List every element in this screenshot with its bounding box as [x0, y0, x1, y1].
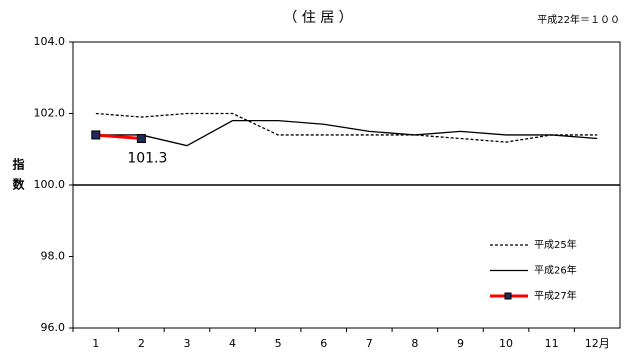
x-tick-label: 4	[229, 337, 236, 350]
x-tick-label: 9	[457, 337, 464, 350]
y-axis-label: 指数	[11, 158, 25, 198]
subtitle: 平成22年＝１００	[537, 13, 620, 26]
legend-label: 平成27年	[534, 289, 577, 302]
x-tick-label: 12月	[585, 337, 610, 350]
y-tick-label: 104.0	[34, 35, 66, 48]
y-tick-label: 96.0	[41, 321, 66, 334]
y-tick-label: 98.0	[41, 250, 66, 263]
data-label: 101.3	[127, 151, 167, 167]
x-tick-label: 6	[320, 337, 327, 350]
x-tick-label: 3	[183, 337, 190, 350]
marker	[136, 134, 146, 144]
y-tick-label: 100.0	[34, 178, 66, 191]
x-tick-label: 10	[499, 337, 513, 350]
series-line	[95, 112, 598, 143]
legend-label: 平成26年	[534, 264, 577, 277]
x-tick-label: 8	[411, 337, 418, 350]
x-tick-label: 5	[275, 337, 282, 350]
legend-label: 平成25年	[534, 238, 577, 251]
series-line	[95, 120, 598, 147]
x-tick-label: 7	[366, 337, 373, 350]
y-tick-label: 102.0	[34, 107, 66, 120]
x-tick-label: 1	[92, 337, 99, 350]
series-line	[95, 133, 142, 141]
marker	[91, 130, 101, 140]
chart-title: （ 住 居 ）	[283, 10, 352, 26]
x-tick-label: 11	[545, 337, 559, 350]
x-tick-label: 2	[138, 337, 145, 350]
legend-marker	[504, 292, 512, 300]
